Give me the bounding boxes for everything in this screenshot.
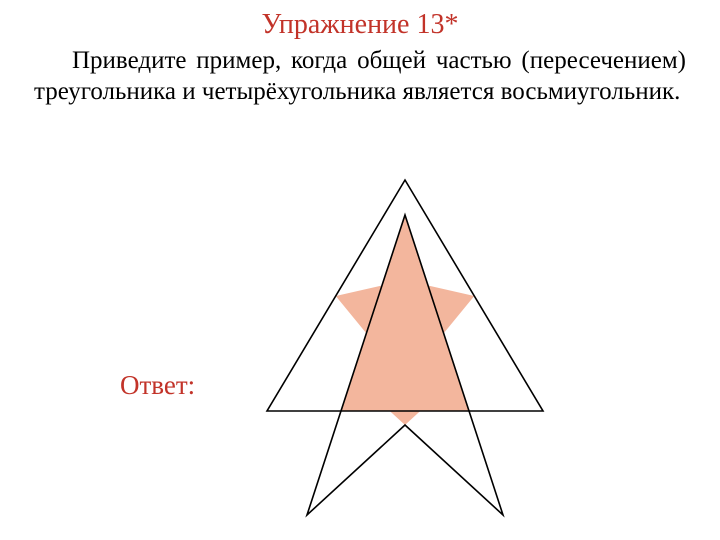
intersection-polygon xyxy=(336,215,475,425)
problem-text: Приведите пример, когда общей частью (пе… xyxy=(34,46,686,108)
exercise-title: Упражнение 13* xyxy=(0,8,720,42)
answer-label: Ответ: xyxy=(120,372,195,399)
intersection-figure xyxy=(260,175,550,523)
slide: Упражнение 13* Приведите пример, когда о… xyxy=(0,0,720,540)
